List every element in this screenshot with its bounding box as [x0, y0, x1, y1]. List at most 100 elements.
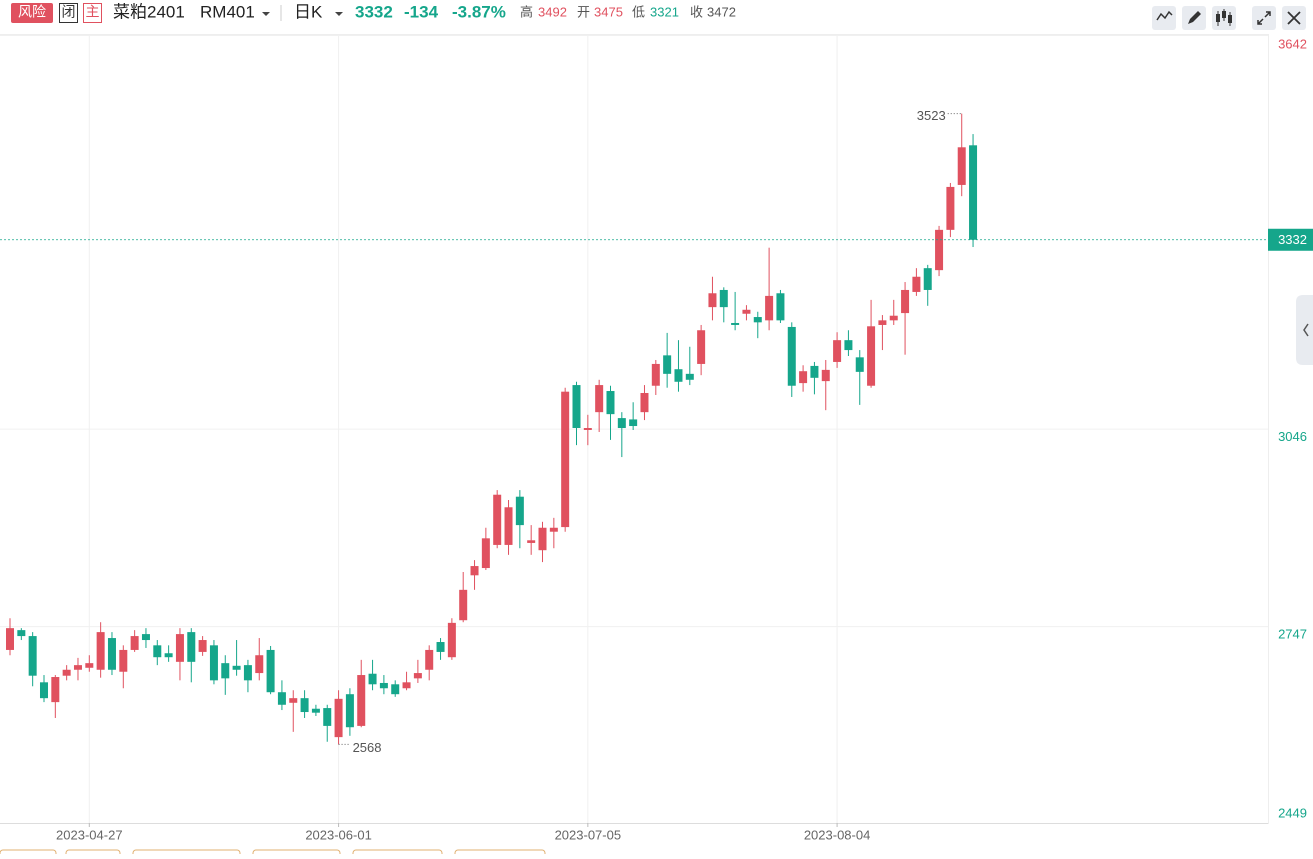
- dropdown-caret[interactable]: [262, 12, 270, 16]
- last-price-tag: [1268, 228, 1313, 251]
- candle-body: [209, 645, 218, 681]
- change-pct: -3.87%: [452, 2, 506, 21]
- candle-body: [107, 638, 116, 670]
- min-label: 2568: [353, 740, 382, 755]
- candle-body: [436, 642, 445, 652]
- candle-body: [867, 326, 876, 386]
- open-value: 3475: [594, 4, 623, 19]
- main-badge: [83, 3, 102, 23]
- candle-body: [855, 357, 864, 372]
- candle-body: [311, 708, 320, 713]
- candle-body: [549, 527, 558, 532]
- candle-body: [6, 628, 14, 650]
- closed-badge: [59, 3, 78, 23]
- candle-body: [583, 428, 592, 430]
- close-icon: [1287, 11, 1301, 25]
- candle-body: [538, 527, 547, 551]
- last-price: 3332: [355, 2, 393, 21]
- y-tick-label: 3642: [1278, 36, 1307, 51]
- fullscreen-button[interactable]: [1252, 6, 1276, 30]
- candle-body: [685, 373, 694, 380]
- x-tick-label: 2023-04-27: [56, 827, 123, 842]
- candle-body: [697, 330, 706, 364]
- main-text: 主: [86, 4, 100, 20]
- x-tick-label: 2023-06-01: [305, 827, 372, 842]
- tab[interactable]: [0, 849, 57, 859]
- candle-body: [73, 665, 82, 670]
- candle-body: [957, 147, 966, 185]
- candle-body: [198, 640, 207, 652]
- candle-body: [357, 675, 366, 726]
- tab[interactable]: [454, 849, 546, 859]
- x-tick-label: 2023-07-05: [555, 827, 622, 842]
- candle-body: [119, 649, 128, 672]
- candle-body: [878, 320, 887, 325]
- candle-body: [719, 289, 728, 308]
- dropdown-caret[interactable]: [335, 12, 343, 16]
- candle-body: [493, 494, 502, 545]
- candle-body: [844, 340, 853, 351]
- candle-body: [425, 649, 434, 670]
- candle-body: [787, 326, 796, 386]
- candle-body: [776, 293, 785, 321]
- candle-body: [187, 632, 196, 662]
- candle-body: [617, 418, 626, 429]
- closed-text: 闭: [62, 4, 76, 20]
- tab[interactable]: [132, 849, 241, 859]
- contract-name[interactable]: 菜粕2401: [113, 2, 185, 21]
- candle-body: [946, 186, 955, 230]
- risk-badge: [11, 3, 53, 23]
- candle-body: [277, 692, 286, 705]
- candle-body: [481, 538, 490, 569]
- y-tick-label: 3046: [1278, 429, 1307, 444]
- candle-body: [935, 229, 944, 271]
- candle-body: [606, 391, 615, 415]
- candle-body: [912, 276, 921, 292]
- candle-body: [17, 630, 26, 637]
- bottom-tabs: [0, 849, 546, 859]
- candle-body: [345, 694, 354, 728]
- candle-body: [323, 708, 332, 726]
- high-value: 3492: [538, 4, 567, 19]
- tab[interactable]: [252, 849, 341, 859]
- toolbar: [1152, 6, 1306, 30]
- candle-body: [164, 653, 173, 658]
- contract-code[interactable]: RM401: [200, 2, 255, 21]
- candle-body: [742, 309, 751, 314]
- candle-body: [799, 371, 808, 384]
- high-label: 高: [520, 4, 533, 19]
- candle-body: [62, 669, 71, 676]
- last-price-tag-label: 3332: [1278, 232, 1307, 247]
- candle-body: [141, 634, 150, 641]
- candle-body: [221, 663, 230, 679]
- tab[interactable]: [65, 849, 121, 859]
- candle-body: [731, 322, 740, 325]
- period[interactable]: 日K: [294, 2, 323, 21]
- low-value: 3321: [650, 4, 679, 19]
- draw-icon: [1188, 11, 1201, 24]
- candle-body: [470, 566, 479, 576]
- low-label: 低: [632, 4, 645, 19]
- x-tick-label: 2023-08-04: [804, 827, 871, 842]
- candle-body: [810, 365, 819, 378]
- candle-body: [923, 268, 932, 290]
- candle-body: [300, 698, 309, 713]
- candle-body: [629, 419, 638, 427]
- candle-body: [674, 369, 683, 382]
- candle-body: [289, 698, 298, 703]
- candle-body: [130, 636, 139, 650]
- candle-body: [708, 293, 717, 308]
- candle-body: [368, 673, 377, 685]
- candle-body: [153, 645, 162, 658]
- tab[interactable]: [352, 849, 443, 859]
- candle-body: [753, 317, 762, 323]
- candle-body: [175, 634, 184, 662]
- grid: [0, 35, 1268, 824]
- candle-body: [402, 682, 411, 689]
- candle-body: [595, 385, 604, 413]
- candle-icon: [1216, 11, 1232, 23]
- indicator-icon: [1156, 10, 1173, 21]
- candle-body: [255, 655, 264, 674]
